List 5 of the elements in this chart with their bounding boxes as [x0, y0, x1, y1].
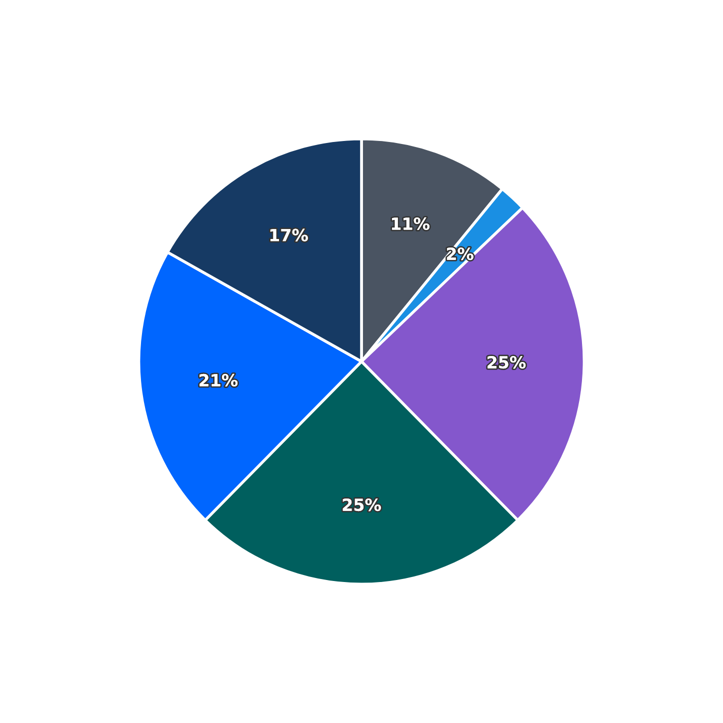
data-label: 21%: [200, 374, 238, 387]
data-label: 25%: [342, 498, 381, 512]
data-label: 17%: [270, 228, 308, 242]
data-label: 11%: [392, 217, 430, 230]
data-label: 25%: [488, 356, 526, 369]
